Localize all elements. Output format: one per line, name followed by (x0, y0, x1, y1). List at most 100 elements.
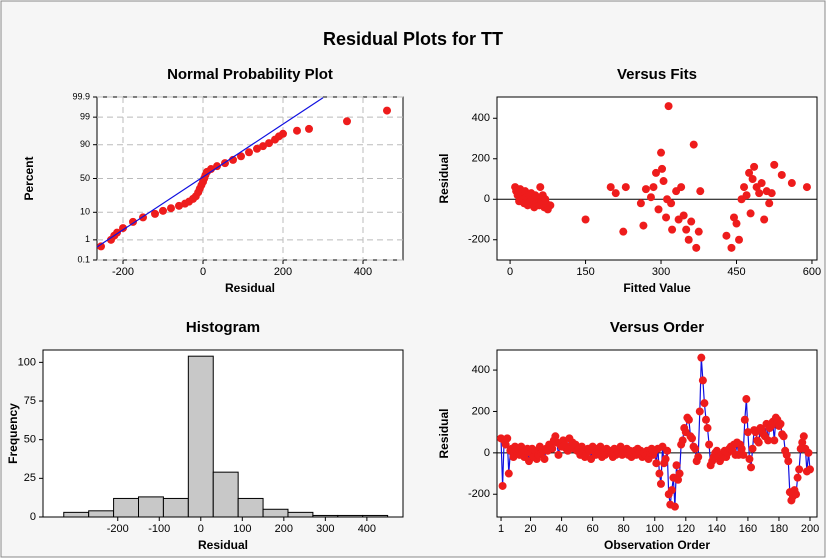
point (740, 183, 749, 192)
point (799, 432, 808, 441)
y-tick-label: -200 (468, 234, 490, 246)
point (735, 235, 744, 244)
point (739, 450, 748, 459)
point (651, 168, 660, 177)
x-tick-label: -100 (148, 523, 170, 535)
point (551, 432, 560, 441)
bar (337, 514, 364, 518)
point (793, 473, 802, 482)
point (767, 189, 776, 198)
point (692, 243, 701, 252)
panel-title: Histogram (186, 319, 260, 336)
bar (287, 511, 314, 518)
y-axis-label: Residual (437, 153, 451, 203)
point (770, 436, 779, 445)
point (670, 502, 679, 511)
point (745, 168, 754, 177)
x-tick-label: 80 (618, 523, 630, 535)
point (305, 124, 313, 133)
y-tick-label: 50 (80, 173, 90, 183)
point (504, 469, 513, 478)
point (747, 463, 756, 472)
point (509, 452, 518, 461)
point (737, 444, 746, 453)
y-axis-label: Residual (437, 408, 451, 458)
y-tick-label: 400 (472, 364, 490, 376)
bar (187, 355, 214, 518)
point (652, 459, 661, 468)
bar (212, 471, 239, 518)
point (119, 224, 127, 233)
point (658, 164, 667, 173)
x-tick-label: 20 (524, 523, 536, 535)
point (722, 231, 731, 240)
point (802, 183, 811, 192)
point (668, 225, 677, 234)
bar (262, 508, 289, 518)
bar (312, 514, 339, 518)
x-tick-label: 300 (652, 266, 670, 278)
point (265, 139, 273, 148)
point (664, 102, 673, 111)
y-axis-label: Frequency (6, 403, 20, 464)
x-tick-label: 400 (354, 266, 372, 278)
point (540, 455, 549, 464)
plot-area (496, 96, 818, 261)
point (213, 162, 221, 171)
point (661, 455, 670, 464)
y-tick-label: 0 (30, 511, 36, 523)
y-tick-label: 50 (24, 434, 36, 446)
y-tick-label: 25 (24, 472, 36, 484)
point (678, 436, 687, 445)
y-tick-label: 400 (472, 112, 490, 124)
point (498, 481, 507, 490)
y-tick-label: 1 (85, 234, 90, 244)
point (729, 213, 738, 222)
point (606, 183, 615, 192)
point (695, 407, 704, 416)
point (663, 446, 672, 455)
point (662, 213, 671, 222)
point (259, 142, 267, 151)
y-tick-label: 100 (18, 356, 36, 368)
point (740, 415, 749, 424)
x-axis-label: Fitted Value (623, 281, 691, 295)
point (151, 209, 159, 218)
x-axis-label: Residual (225, 281, 275, 295)
x-tick-label: 160 (739, 523, 757, 535)
x-tick-label: 180 (770, 523, 788, 535)
point (641, 185, 650, 194)
point (667, 486, 676, 495)
point (581, 215, 590, 224)
point (687, 217, 696, 226)
point (279, 129, 287, 138)
point (732, 219, 741, 228)
bar (138, 496, 164, 518)
point (764, 436, 773, 445)
point (655, 469, 664, 478)
y-tick-label: 75 (24, 395, 36, 407)
point (742, 395, 751, 404)
x-tick-label: 140 (708, 523, 726, 535)
point (619, 227, 628, 236)
point (760, 215, 769, 224)
y-tick-label: 0 (484, 193, 490, 205)
y-tick-label: 200 (472, 153, 490, 165)
point (745, 455, 754, 464)
y-tick-label: 0.1 (77, 254, 90, 264)
point (682, 225, 691, 234)
point (784, 457, 793, 466)
x-tick-label: 120 (677, 523, 695, 535)
x-tick-label: 450 (727, 266, 745, 278)
y-tick-label: 99.9 (72, 91, 90, 101)
x-axis-label: Observation Order (604, 538, 710, 552)
point (672, 461, 681, 470)
point (167, 204, 175, 213)
bar (237, 497, 264, 518)
bar (362, 514, 389, 518)
point (675, 469, 684, 478)
point (697, 353, 706, 362)
panel-title: Versus Fits (617, 66, 697, 83)
